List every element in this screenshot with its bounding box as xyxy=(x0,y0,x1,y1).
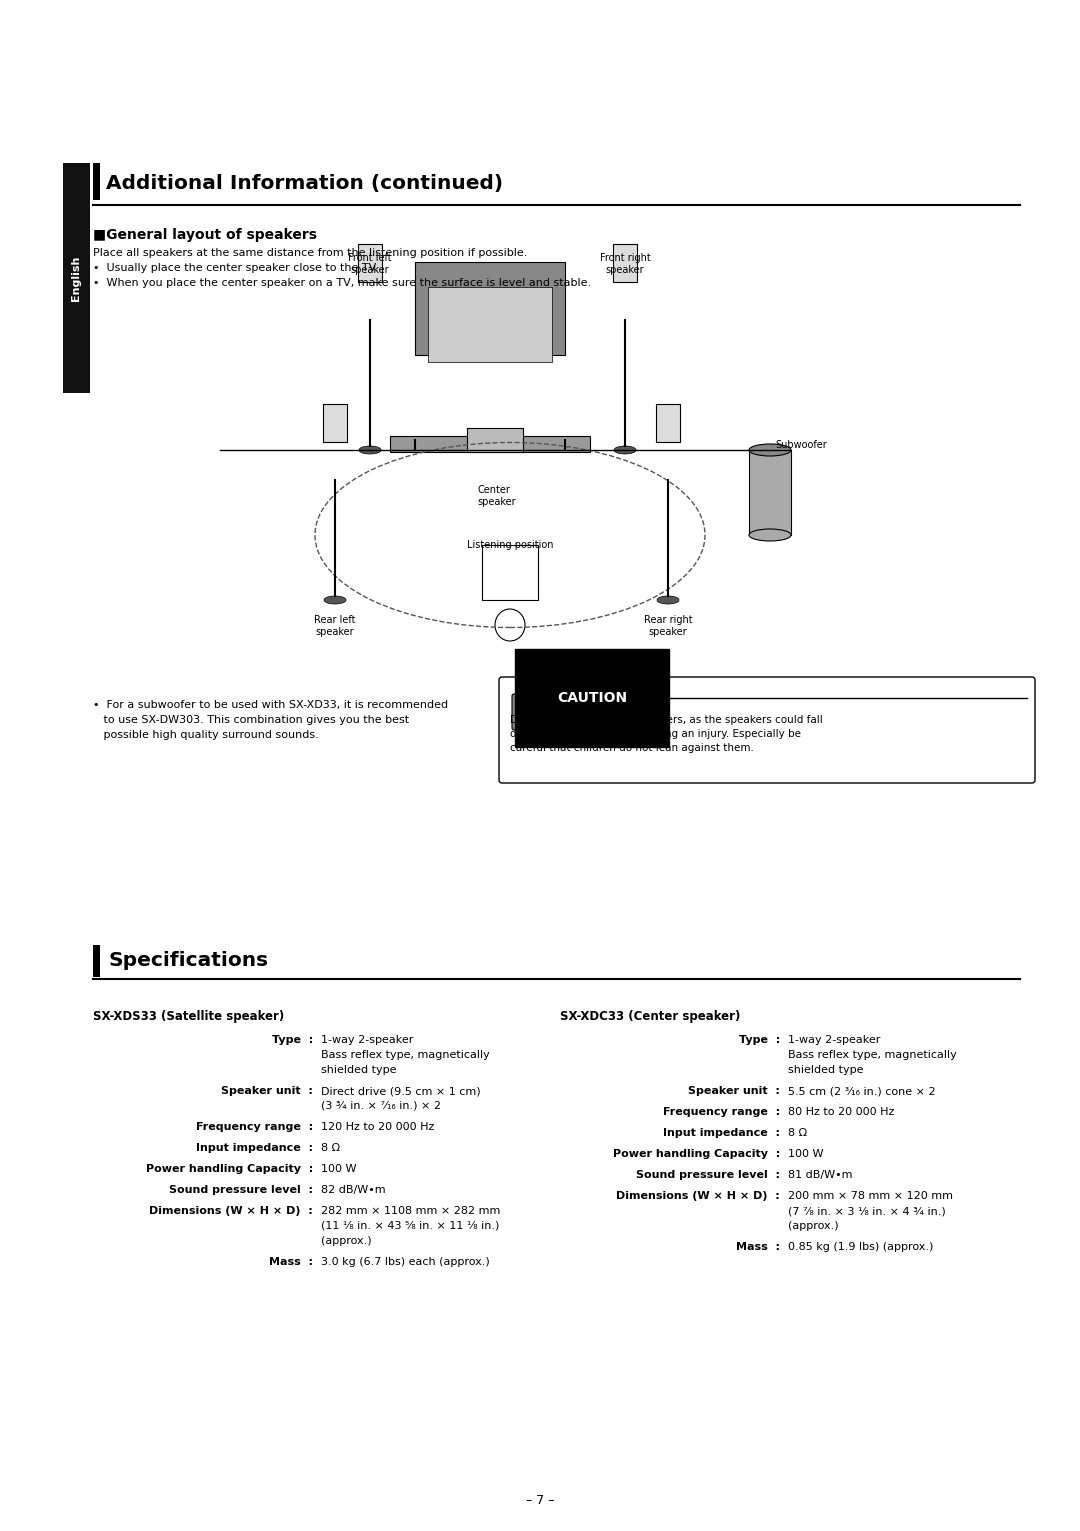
Text: 5.5 cm (2 ³⁄₁₆ in.) cone × 2: 5.5 cm (2 ³⁄₁₆ in.) cone × 2 xyxy=(788,1085,935,1096)
Text: Additional Information (continued): Additional Information (continued) xyxy=(106,173,503,193)
Bar xyxy=(482,545,538,600)
Text: 120 Hz to 20 000 Hz: 120 Hz to 20 000 Hz xyxy=(321,1122,434,1131)
Ellipse shape xyxy=(750,444,791,456)
Text: shielded type: shielded type xyxy=(788,1066,864,1075)
Ellipse shape xyxy=(495,609,525,641)
Text: (3 ¾ in. × ⁷⁄₁₆ in.) × 2: (3 ¾ in. × ⁷⁄₁₆ in.) × 2 xyxy=(321,1101,441,1112)
Text: SX-XDC33 (Center speaker): SX-XDC33 (Center speaker) xyxy=(561,1010,741,1023)
Text: ■General layout of speakers: ■General layout of speakers xyxy=(93,228,318,242)
Bar xyxy=(532,726,544,746)
Ellipse shape xyxy=(657,596,679,605)
Text: Place all speakers at the same distance from the listening position if possible.: Place all speakers at the same distance … xyxy=(93,248,527,259)
Text: CAUTION: CAUTION xyxy=(557,690,627,704)
Text: Rear right
speaker: Rear right speaker xyxy=(644,615,692,637)
Text: Mass  :: Mass : xyxy=(269,1257,313,1268)
Text: Sound pressure level  :: Sound pressure level : xyxy=(168,1185,313,1196)
Text: Input impedance  :: Input impedance : xyxy=(663,1128,780,1138)
Text: •  Usually place the center speaker close to the TV.: • Usually place the center speaker close… xyxy=(93,263,378,273)
Bar xyxy=(390,436,590,452)
Text: Type  :: Type : xyxy=(272,1035,313,1046)
Text: Bass reflex type, magnetically: Bass reflex type, magnetically xyxy=(788,1050,957,1059)
Text: Input impedance  :: Input impedance : xyxy=(195,1144,313,1153)
Text: (11 ¹⁄₈ in. × 43 ⁵⁄₈ in. × 11 ¹⁄₈ in.): (11 ¹⁄₈ in. × 43 ⁵⁄₈ in. × 11 ¹⁄₈ in.) xyxy=(321,1222,499,1231)
Text: 8 Ω: 8 Ω xyxy=(788,1128,807,1138)
Text: 0.85 kg (1.9 lbs) (approx.): 0.85 kg (1.9 lbs) (approx.) xyxy=(788,1242,933,1252)
Text: shielded type: shielded type xyxy=(321,1066,396,1075)
Text: 100 W: 100 W xyxy=(321,1164,356,1174)
Text: Front left
speaker: Front left speaker xyxy=(348,253,392,276)
Ellipse shape xyxy=(615,446,636,455)
Text: Power handling Capacity  :: Power handling Capacity : xyxy=(146,1164,313,1174)
Text: – 7 –: – 7 – xyxy=(526,1494,554,1507)
Bar xyxy=(613,243,637,282)
Ellipse shape xyxy=(750,530,791,540)
Text: Center
speaker: Center speaker xyxy=(477,485,515,507)
Text: Rear left
speaker: Rear left speaker xyxy=(314,615,355,637)
Text: Frequency range  :: Frequency range : xyxy=(195,1122,313,1131)
Text: Frequency range  :: Frequency range : xyxy=(663,1107,780,1118)
Bar xyxy=(467,429,523,452)
Bar xyxy=(93,162,100,201)
Text: Subwoofer: Subwoofer xyxy=(775,439,827,450)
FancyBboxPatch shape xyxy=(512,694,546,730)
Bar xyxy=(750,450,791,534)
Text: SX-XDS33 (Satellite speaker): SX-XDS33 (Satellite speaker) xyxy=(93,1010,284,1023)
Bar xyxy=(323,404,347,442)
Bar xyxy=(656,404,680,442)
Text: Listening position: Listening position xyxy=(467,540,553,550)
Text: 200 mm × 78 mm × 120 mm: 200 mm × 78 mm × 120 mm xyxy=(788,1191,953,1200)
Ellipse shape xyxy=(359,446,381,455)
Bar xyxy=(357,243,382,282)
Ellipse shape xyxy=(324,596,346,605)
Text: Power handling Capacity  :: Power handling Capacity : xyxy=(612,1148,780,1159)
Text: Speaker unit  :: Speaker unit : xyxy=(221,1085,313,1096)
Text: Dimensions (W × H × D)  :: Dimensions (W × H × D) : xyxy=(149,1206,313,1216)
Text: 80 Hz to 20 000 Hz: 80 Hz to 20 000 Hz xyxy=(788,1107,894,1118)
Text: Do not lean against the speakers, as the speakers could fall
down or break, poss: Do not lean against the speakers, as the… xyxy=(510,715,823,753)
Bar xyxy=(93,945,100,977)
Bar xyxy=(63,162,90,393)
Text: Sound pressure level  :: Sound pressure level : xyxy=(636,1170,780,1180)
Text: (7 ⁷⁄₈ in. × 3 ¹⁄₈ in. × 4 ¾ in.): (7 ⁷⁄₈ in. × 3 ¹⁄₈ in. × 4 ¾ in.) xyxy=(788,1206,946,1216)
Text: Speaker unit  :: Speaker unit : xyxy=(688,1085,780,1096)
Text: Mass  :: Mass : xyxy=(735,1242,780,1252)
Text: Front right
speaker: Front right speaker xyxy=(599,253,650,276)
Text: •  When you place the center speaker on a TV, make sure the surface is level and: • When you place the center speaker on a… xyxy=(93,279,591,288)
Bar xyxy=(415,262,565,355)
Text: English: English xyxy=(71,256,81,300)
Text: Direct drive (9.5 cm × 1 cm): Direct drive (9.5 cm × 1 cm) xyxy=(321,1085,481,1096)
Text: (approx.): (approx.) xyxy=(321,1236,372,1246)
Text: 100 W: 100 W xyxy=(788,1148,824,1159)
Text: Specifications: Specifications xyxy=(108,951,268,971)
Text: 8 Ω: 8 Ω xyxy=(321,1144,340,1153)
FancyBboxPatch shape xyxy=(499,677,1035,782)
Text: 82 dB/W•m: 82 dB/W•m xyxy=(321,1185,386,1196)
Text: 81 dB/W•m: 81 dB/W•m xyxy=(788,1170,852,1180)
Text: 1-way 2-speaker: 1-way 2-speaker xyxy=(321,1035,414,1046)
Text: (approx.): (approx.) xyxy=(788,1222,839,1231)
Text: Dimensions (W × H × D)  :: Dimensions (W × H × D) : xyxy=(617,1191,780,1200)
Text: •  For a subwoofer to be used with SX-XD33, it is recommended
   to use SX-DW303: • For a subwoofer to be used with SX-XD3… xyxy=(93,700,448,739)
Text: Type  :: Type : xyxy=(739,1035,780,1046)
Text: 282 mm × 1108 mm × 282 mm: 282 mm × 1108 mm × 282 mm xyxy=(321,1206,500,1216)
Text: Bass reflex type, magnetically: Bass reflex type, magnetically xyxy=(321,1050,489,1059)
Text: 1-way 2-speaker: 1-way 2-speaker xyxy=(788,1035,880,1046)
Text: 3.0 kg (6.7 lbs) each (approx.): 3.0 kg (6.7 lbs) each (approx.) xyxy=(321,1257,489,1268)
Bar xyxy=(428,286,552,361)
